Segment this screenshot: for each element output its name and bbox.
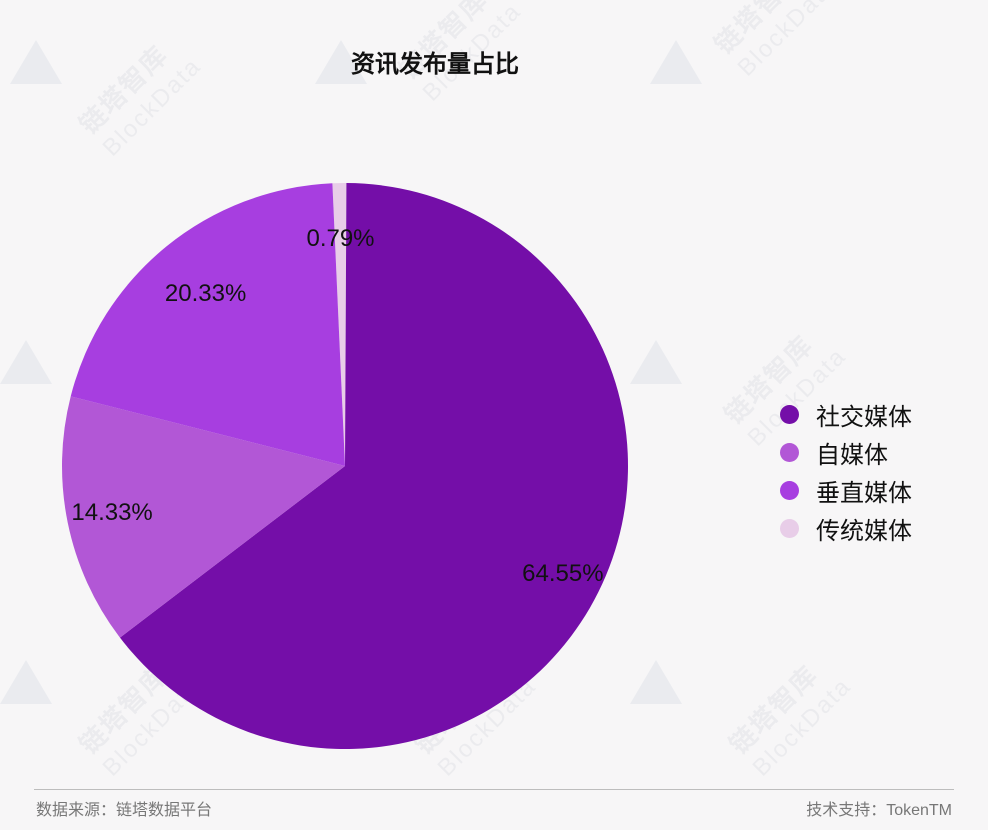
legend-label-self-media: 自媒体 xyxy=(816,440,888,469)
pie-label-0: 64.55% xyxy=(522,560,603,587)
pie-slices-group xyxy=(61,183,628,749)
footer-support: 技术支持：TokenTM xyxy=(806,802,952,819)
legend-item-social-media: 社交媒体 xyxy=(780,395,960,433)
pie-slice-3 xyxy=(332,183,347,467)
pie-label-1: 14.33% xyxy=(71,499,152,526)
legend-dot-traditional-media xyxy=(780,518,799,538)
footer-source: 数据来源：链塔数据平台 xyxy=(36,802,213,819)
legend-item-traditional-media: 传统媒体 xyxy=(780,509,960,547)
legend-item-vertical-media: 垂直媒体 xyxy=(780,471,960,509)
legend-label-social-media: 社交媒体 xyxy=(816,402,912,431)
pie-label-3: 0.79% xyxy=(306,225,374,252)
chart-title: 资讯发布量占比 xyxy=(351,50,519,78)
legend-label-traditional-media: 传统媒体 xyxy=(816,516,912,545)
pie-labels-group: 0.79% 64.55% 14.33% 20.33% xyxy=(71,225,603,587)
legend-dot-vertical-media xyxy=(780,480,799,500)
pie-label-2: 20.33% xyxy=(165,280,246,307)
pie-slice-2 xyxy=(70,183,345,466)
legend: 社交媒体 自媒体 垂直媒体 传统媒体 xyxy=(780,395,960,547)
footer-divider xyxy=(34,789,954,790)
legend-label-vertical-media: 垂直媒体 xyxy=(816,478,912,507)
legend-dot-self-media xyxy=(780,442,799,462)
pie-slice-1 xyxy=(61,396,345,638)
legend-dot-social-media xyxy=(780,404,799,424)
legend-item-self-media: 自媒体 xyxy=(780,433,960,471)
pie-slice-0 xyxy=(119,183,628,749)
